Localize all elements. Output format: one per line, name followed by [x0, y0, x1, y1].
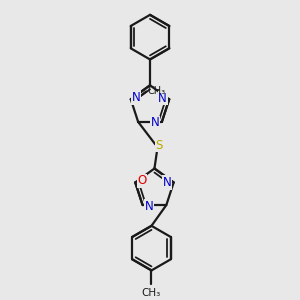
Text: O: O: [137, 175, 146, 188]
Text: N: N: [132, 91, 140, 104]
Text: CH₃: CH₃: [148, 85, 166, 96]
Text: N: N: [151, 116, 160, 129]
Text: N: N: [145, 200, 154, 213]
Text: CH₃: CH₃: [142, 288, 161, 298]
Text: S: S: [155, 139, 163, 152]
Text: N: N: [163, 176, 172, 189]
Text: N: N: [158, 92, 167, 105]
